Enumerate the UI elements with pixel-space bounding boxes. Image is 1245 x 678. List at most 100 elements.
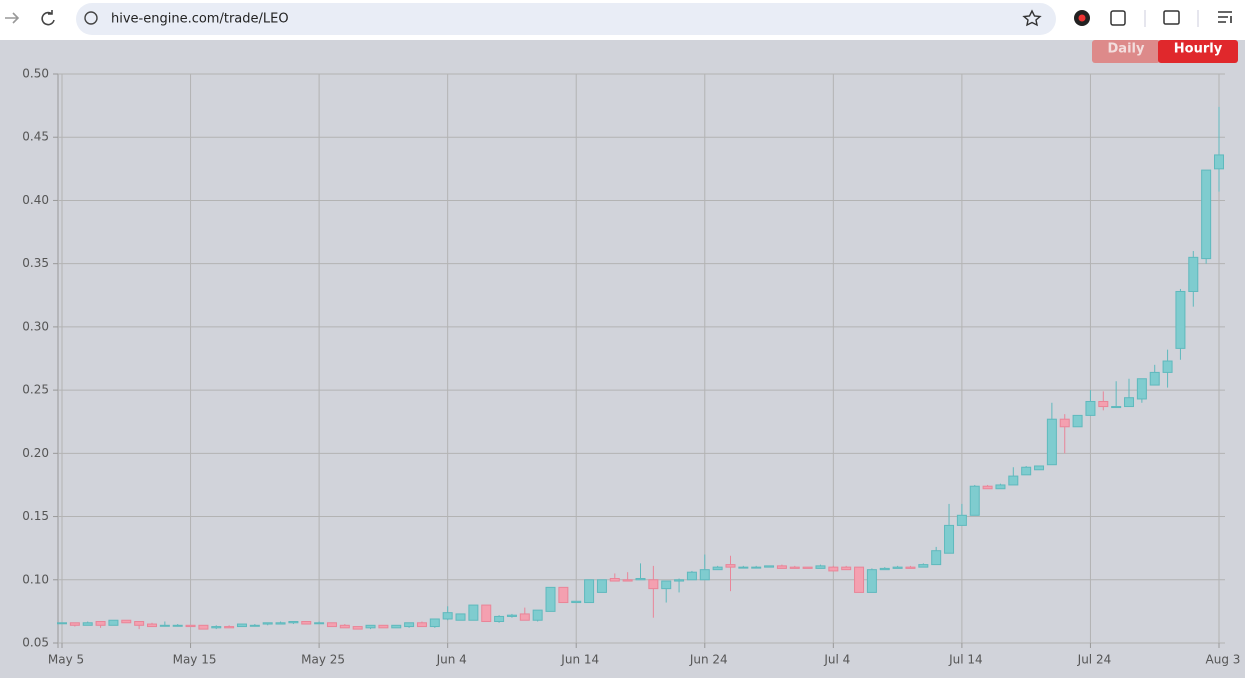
candle-body: [738, 566, 749, 569]
candle-body: [455, 613, 466, 621]
candle-body: [982, 485, 993, 490]
address-bar[interactable]: [76, 3, 1056, 35]
candle-body: [442, 612, 453, 620]
candle-body: [352, 626, 363, 630]
hourly-button[interactable]: [1158, 40, 1238, 63]
candle-body: [751, 566, 762, 569]
y-tick-label: 0.05: [22, 636, 49, 650]
candle-body: [956, 514, 967, 526]
candle-body: [558, 586, 569, 604]
y-tick-label: 0.10: [22, 572, 49, 586]
candle-body: [918, 564, 929, 568]
x-tick-label: Jun 4: [436, 653, 467, 667]
y-tick-label: 0.50: [22, 67, 49, 81]
forward-button[interactable]: [5, 12, 20, 24]
candle-body: [1175, 290, 1186, 349]
candle-body: [236, 623, 247, 628]
candle-body: [494, 615, 505, 623]
candle-body: [468, 604, 479, 621]
candle-body: [1072, 414, 1083, 428]
candle-body: [429, 618, 440, 628]
y-tick-label: 0.25: [22, 383, 49, 397]
candle-body: [108, 619, 119, 626]
x-tick-label: Jun 14: [560, 653, 599, 667]
candle-body: [519, 613, 530, 621]
candle-body: [1136, 378, 1147, 400]
x-tick-label: Jul 24: [1077, 653, 1112, 667]
candle-body: [879, 567, 890, 571]
y-tick-label: 0.30: [22, 319, 49, 333]
extensions-button[interactable]: [1110, 10, 1126, 26]
candle-body: [1111, 406, 1122, 409]
candle-body: [1124, 397, 1135, 408]
candle-body: [146, 623, 157, 628]
candle-body: [481, 604, 492, 623]
candle-body: [121, 619, 132, 624]
candle-body: [944, 524, 955, 554]
candle-body: [198, 624, 209, 630]
candle-body: [699, 569, 710, 581]
candle-body: [391, 624, 402, 629]
candle-body: [506, 614, 517, 617]
candle-body: [661, 580, 672, 590]
candle-body: [545, 586, 556, 612]
daily-button[interactable]: [1092, 40, 1160, 63]
candle-body: [686, 571, 697, 581]
candle-body: [326, 622, 337, 628]
media-button[interactable]: [1218, 11, 1232, 23]
candle-body: [931, 550, 942, 566]
x-tick-label: Jul 4: [823, 653, 850, 667]
candle-body: [288, 621, 299, 624]
candle-body: [1188, 256, 1199, 292]
url: hive-engine.com/trade/LEO: [111, 12, 289, 27]
reload-button[interactable]: [41, 10, 55, 26]
candle-body: [249, 624, 260, 627]
candle-body: [69, 622, 80, 626]
x-tick-label: May 15: [173, 653, 217, 667]
candle-body: [1201, 169, 1212, 260]
candle-body: [416, 622, 427, 628]
y-tick-label: 0.20: [22, 446, 49, 460]
candle-body: [841, 566, 852, 571]
candle-body: [1085, 400, 1096, 416]
x-tick-label: Aug 3: [1206, 653, 1241, 667]
candle-body: [802, 566, 813, 569]
x-tick-label: May 25: [301, 653, 345, 667]
candle-body: [571, 600, 582, 604]
site-info-icon[interactable]: [84, 11, 98, 25]
candle-body: [1162, 360, 1173, 373]
candle-body: [95, 621, 106, 626]
candle-body: [828, 566, 839, 572]
candle-body: [584, 579, 595, 604]
candle-body: [648, 579, 659, 590]
candle-body: [262, 622, 273, 625]
candle-body: [1021, 466, 1032, 476]
candle-body: [969, 485, 980, 516]
search-tab-button[interactable]: [1163, 10, 1180, 25]
extension-icon-dot: [1078, 14, 1086, 22]
y-tick-label: 0.35: [22, 256, 49, 270]
candle-body: [275, 622, 286, 625]
button-label: Hourly: [1174, 42, 1223, 57]
x-tick-label: Jun 24: [689, 653, 728, 667]
candle-body: [1149, 371, 1160, 386]
candle-body: [815, 565, 826, 569]
candle-body: [764, 565, 775, 568]
candle-body: [404, 622, 415, 628]
candle-body: [365, 624, 376, 629]
candle-body: [211, 626, 222, 629]
candle-body: [172, 624, 183, 627]
candle-body: [1034, 465, 1045, 471]
candle-body: [82, 622, 93, 626]
bookmark-icon[interactable]: [1022, 9, 1042, 27]
candle-body: [224, 626, 235, 629]
candle-body: [159, 624, 170, 627]
candle-body: [789, 566, 800, 569]
candle-body: [1098, 400, 1109, 408]
candle-body: [1046, 418, 1057, 466]
candle-body: [339, 624, 350, 629]
candle-body: [532, 609, 543, 621]
y-tick-label: 0.40: [22, 193, 49, 207]
